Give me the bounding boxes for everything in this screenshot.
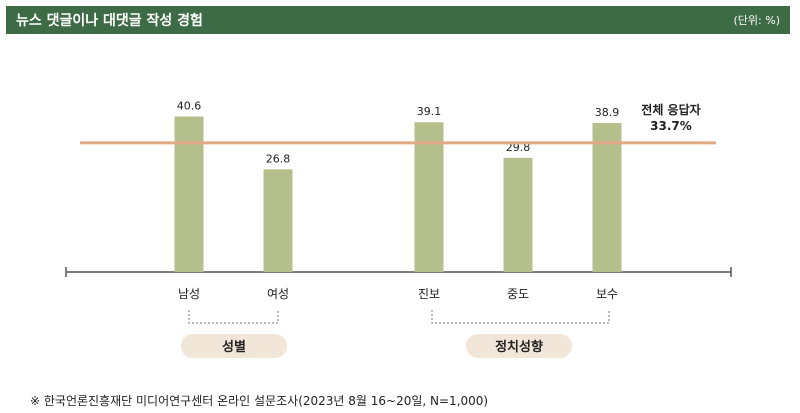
group-bracket-gender [188, 310, 279, 324]
category-label: 중도 [507, 287, 529, 301]
category-label: 남성 [178, 287, 200, 301]
bar-value-label: 39.1 [417, 105, 442, 118]
chart-title: 뉴스 댓글이나 대댓글 작성 경험 [16, 13, 203, 29]
bar-value-label: 38.9 [595, 106, 620, 119]
reference-label-value: 33.7% [650, 119, 692, 133]
bar-진보 [414, 122, 444, 272]
bar-보수 [592, 123, 622, 272]
bar-중도 [503, 157, 533, 272]
group-label-gender: 성별 [222, 339, 246, 355]
footnote: ※ 한국언론진흥재단 미디어연구센터 온라인 설문조사(2023년 8월 16~… [30, 394, 489, 408]
bar-value-label: 26.8 [266, 152, 291, 165]
group-label-politics: 정치성향 [495, 339, 543, 355]
category-label: 보수 [596, 287, 618, 301]
group-pill-politics [466, 334, 572, 358]
bar-value-label: 40.6 [177, 100, 202, 113]
bar-여성 [263, 169, 293, 272]
category-label: 진보 [418, 287, 440, 301]
chart-header: 뉴스 댓글이나 대댓글 작성 경험 (단위: %) [6, 6, 790, 34]
reference-label-line1: 전체 응답자 [641, 102, 700, 117]
unit-label: (단위: %) [733, 14, 780, 27]
group-bracket-politics [431, 310, 610, 324]
group-pill-gender [181, 334, 287, 358]
category-label: 여성 [267, 287, 289, 301]
bar-남성 [174, 116, 204, 272]
